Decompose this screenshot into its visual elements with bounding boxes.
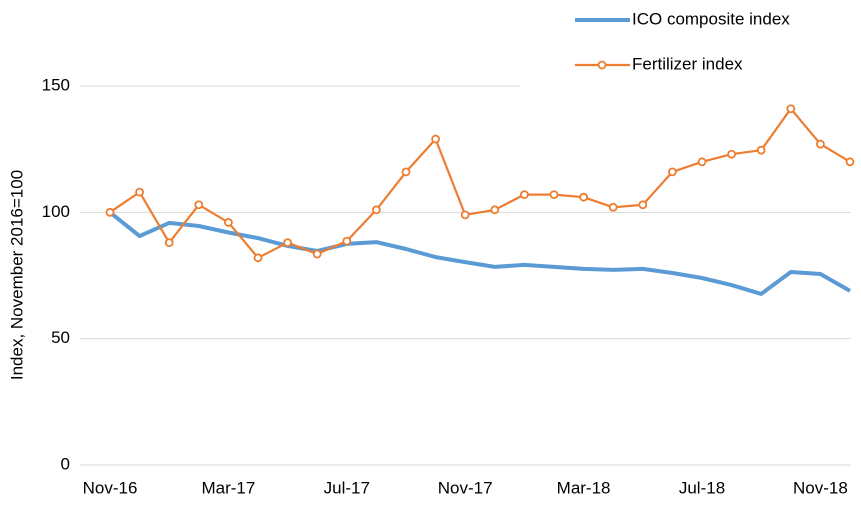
- y-tick-label: 0: [61, 454, 70, 473]
- marker: [756, 145, 766, 155]
- marker: [816, 139, 825, 149]
- legend-label: Fertilizer index: [632, 54, 743, 73]
- marker: [697, 157, 707, 167]
- legend-marker: [597, 60, 607, 70]
- x-tick-label: Nov-18: [793, 478, 848, 497]
- x-tick-label: Jul-17: [324, 478, 370, 497]
- x-tick-label: Mar-17: [201, 478, 255, 497]
- marker: [786, 104, 796, 114]
- marker: [164, 238, 174, 248]
- series-line: [108, 210, 851, 296]
- marker: [371, 205, 381, 215]
- marker: [460, 210, 470, 220]
- marker: [520, 190, 529, 200]
- y-tick-label: 100: [42, 202, 70, 221]
- marker: [638, 200, 648, 210]
- x-tick-label: Nov-17: [438, 478, 493, 497]
- marker: [135, 187, 145, 197]
- marker: [105, 207, 115, 217]
- x-tick-label: Nov-16: [83, 478, 138, 497]
- y-tick-label: 150: [42, 75, 70, 94]
- marker: [342, 236, 352, 246]
- marker: [431, 134, 441, 144]
- x-tick-label: Jul-18: [679, 478, 725, 497]
- marker: [579, 192, 588, 202]
- marker: [253, 253, 263, 263]
- marker: [549, 190, 559, 200]
- marker: [223, 218, 233, 227]
- marker: [727, 149, 736, 159]
- x-tick-label: Mar-18: [557, 478, 611, 497]
- marker: [608, 202, 618, 212]
- marker: [490, 205, 500, 215]
- marker: [194, 200, 204, 210]
- series-line: [109, 107, 851, 259]
- legend-label: ICO composite index: [632, 9, 790, 28]
- marker: [312, 249, 322, 259]
- marker: [283, 238, 293, 248]
- marker: [668, 167, 677, 177]
- marker: [845, 157, 855, 167]
- marker: [401, 167, 411, 177]
- y-axis-label: Index, November 2016=100: [7, 170, 26, 380]
- y-tick-label: 50: [51, 328, 70, 347]
